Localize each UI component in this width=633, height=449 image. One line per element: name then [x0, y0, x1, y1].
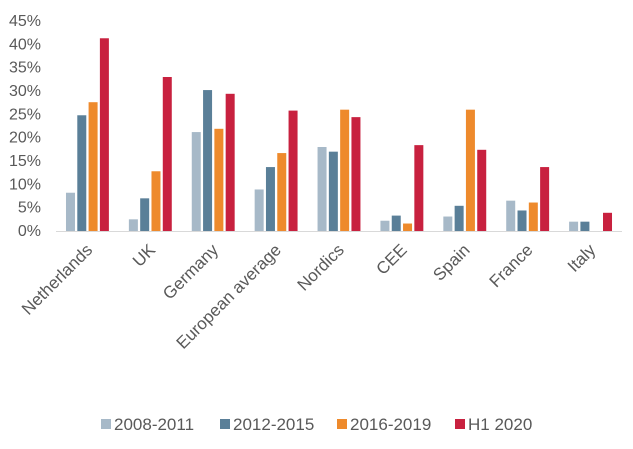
bar [528, 202, 538, 231]
y-tick-label: 20% [9, 130, 41, 147]
y-tick-label: 5% [18, 200, 41, 217]
legend-swatch [337, 419, 347, 429]
bar [277, 153, 287, 231]
x-tick-label: Italy [564, 240, 600, 276]
bar [65, 192, 75, 231]
bar [477, 149, 487, 231]
x-tick-label: Nordics [294, 240, 348, 294]
x-tick-label: UK [129, 240, 160, 271]
y-axis: 0% 5% 10% 15% 20% 25% 30% 35% 40% 45% [9, 13, 41, 240]
bar [454, 205, 464, 231]
bar [254, 189, 264, 231]
y-tick-label: 45% [9, 13, 41, 30]
legend-label: 2016-2019 [350, 415, 431, 434]
bar [443, 216, 453, 231]
bar [225, 93, 235, 231]
bar [603, 212, 613, 231]
bar [465, 109, 475, 231]
legend-swatch [101, 419, 111, 429]
bar [328, 151, 338, 231]
bar [403, 223, 413, 231]
x-tick-label: European average [173, 240, 285, 352]
y-tick-label: 0% [18, 223, 41, 240]
y-tick-label: 40% [9, 36, 41, 53]
bar [88, 102, 98, 231]
bar [140, 198, 150, 231]
legend-swatch [455, 419, 465, 429]
bar [517, 210, 527, 231]
bar [162, 77, 172, 231]
y-tick-label: 10% [9, 176, 41, 193]
legend-label: H1 2020 [468, 415, 532, 434]
y-tick-label: 35% [9, 60, 41, 77]
bar [340, 109, 350, 231]
bars [65, 38, 613, 231]
legend-label: 2012-2015 [233, 415, 314, 434]
bar [569, 221, 579, 231]
bar [391, 215, 401, 231]
x-tick-label: France [486, 240, 537, 291]
y-tick-label: 25% [9, 106, 41, 123]
bar [203, 90, 213, 231]
x-tick-label: Germany [159, 240, 222, 303]
bar [77, 115, 87, 231]
bar [99, 38, 109, 231]
bar [351, 117, 361, 231]
legend-swatch [220, 419, 230, 429]
bar [317, 147, 327, 231]
y-tick-label: 30% [9, 83, 41, 100]
legend-label: 2008-2011 [114, 415, 194, 434]
bar [540, 167, 550, 231]
x-tick-label: Spain [429, 240, 473, 284]
bar [288, 110, 298, 231]
bar [265, 167, 275, 231]
bar [214, 128, 224, 231]
legend: 2008-2011 2012-2015 2016-2019 H1 2020 [101, 415, 532, 434]
bar [151, 171, 161, 231]
y-tick-label: 15% [9, 153, 41, 170]
bar [506, 200, 516, 231]
bar [580, 221, 590, 231]
bar [414, 145, 424, 231]
bar [380, 220, 390, 231]
bar [128, 219, 138, 231]
x-tick-label: CEE [373, 240, 411, 278]
x-tick-label: Netherlands [18, 240, 96, 318]
bar [191, 132, 201, 231]
